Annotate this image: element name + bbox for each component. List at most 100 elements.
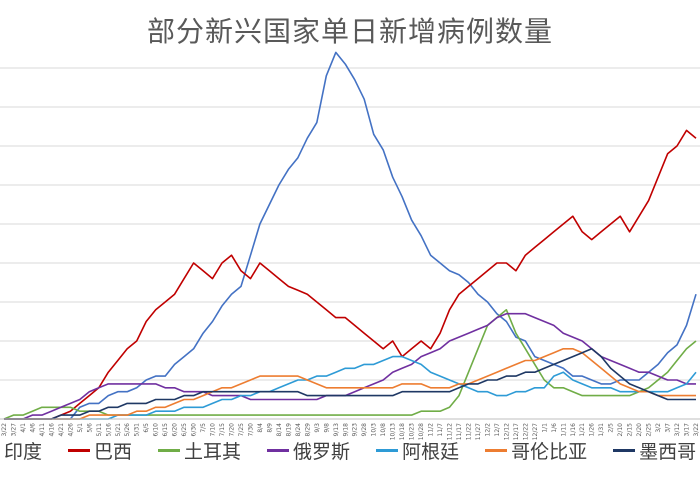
x-tick-label: 1/6 xyxy=(551,423,558,433)
x-tick-label: 12/2 xyxy=(484,423,491,437)
x-tick-label: 10/8 xyxy=(380,423,387,437)
x-tick-label: 7/30 xyxy=(247,423,254,437)
legend-swatch xyxy=(485,448,508,452)
x-tick-label: 10/28 xyxy=(418,423,425,440)
x-tick-label: 1/1 xyxy=(541,423,548,433)
x-tick-label: 4/26 xyxy=(67,423,74,437)
x-tick-label: 9/28 xyxy=(361,423,368,437)
x-tick-label: 4/21 xyxy=(58,423,65,437)
x-tick-label: 4/11 xyxy=(39,423,46,437)
chart-legend: 印度 巴西 土耳其 俄罗斯 阿根廷 哥伦比亚 墨西哥 xyxy=(0,436,700,464)
x-tick-label: 12/22 xyxy=(522,423,529,440)
legend-item: 巴西 xyxy=(68,437,132,464)
gridlines xyxy=(0,67,700,381)
x-tick-label: 6/15 xyxy=(162,423,169,437)
x-tick-label: 5/16 xyxy=(105,423,112,437)
x-tick-label: 3/2 xyxy=(655,423,662,433)
x-tick-label: 10/3 xyxy=(371,423,378,437)
x-tick-label: 7/5 xyxy=(200,423,207,433)
x-tick-label: 4/6 xyxy=(29,423,36,433)
legend-item: 俄罗斯 xyxy=(267,437,350,464)
x-tick-label: 6/30 xyxy=(191,423,198,437)
x-tick-label: 3/27 xyxy=(10,423,17,437)
x-tick-label: 9/3 xyxy=(314,423,321,433)
x-tick-label: 8/24 xyxy=(295,423,302,437)
x-tick-label: 6/25 xyxy=(181,423,188,437)
x-tick-label: 2/10 xyxy=(617,423,624,437)
legend-label: 哥伦比亚 xyxy=(511,440,588,463)
x-tick-label: 8/19 xyxy=(285,423,292,437)
x-tick-label: 5/11 xyxy=(96,423,103,437)
x-tick-label: 2/25 xyxy=(646,423,653,437)
legend-swatch xyxy=(267,448,290,452)
x-tick-label: 2/5 xyxy=(608,423,615,433)
x-tick-label: 11/27 xyxy=(475,423,482,440)
x-tick-label: 5/6 xyxy=(86,423,93,433)
x-tick-label: 7/10 xyxy=(210,423,217,437)
series-line-6 xyxy=(4,347,696,420)
x-tick-label: 7/15 xyxy=(219,423,226,437)
legend-label: 巴西 xyxy=(94,440,133,463)
x-tick-label: 11/2 xyxy=(428,423,435,437)
series-line-2 xyxy=(3,308,697,420)
x-tick-labels: 3/22 3/27 4/1 4/6 4/11 4/16 4/21 4/26 5/1 5/6 5/11… xyxy=(1,423,700,440)
x-tick-label: 12/7 xyxy=(494,423,501,437)
x-tick-label: 1/31 xyxy=(598,423,605,437)
x-tick-label: 11/22 xyxy=(465,423,472,440)
x-tick-label: 3/22 xyxy=(693,423,700,437)
x-tick-label: 10/23 xyxy=(409,423,416,440)
x-tick-label: 9/18 xyxy=(342,423,349,437)
x-tick-label: 10/18 xyxy=(399,423,406,440)
x-tick-label: 5/31 xyxy=(134,423,141,437)
x-tick-label: 3/7 xyxy=(665,423,672,433)
x-tick-label: 1/16 xyxy=(570,423,577,437)
series-line-5 xyxy=(4,347,696,420)
legend-item: 阿根廷 xyxy=(376,437,459,464)
legend-swatch xyxy=(68,448,91,452)
x-tick-label: 12/12 xyxy=(503,423,510,440)
x-tick-label: 6/20 xyxy=(172,423,179,437)
x-tick-label: 2/15 xyxy=(627,423,634,437)
legend-label: 印度 xyxy=(4,440,43,463)
legend-label: 阿根廷 xyxy=(402,440,460,463)
legend-swatch xyxy=(613,448,636,452)
x-tick-label: 4/16 xyxy=(48,423,55,437)
x-tick-label: 6/10 xyxy=(153,423,160,437)
x-tick-label: 5/21 xyxy=(115,423,122,437)
x-tick-label: 8/29 xyxy=(304,423,311,437)
legend-swatch xyxy=(158,448,181,452)
x-tick-label: 5/26 xyxy=(124,423,131,437)
x-tick-label: 7/25 xyxy=(238,423,245,437)
legend-label: 墨西哥 xyxy=(639,440,697,463)
x-tick-label: 8/14 xyxy=(276,423,283,437)
x-tick-label: 5/1 xyxy=(77,423,84,433)
x-tick-label: 9/23 xyxy=(352,423,359,437)
series-lines xyxy=(3,51,697,420)
x-tick-label: 9/8 xyxy=(323,423,330,433)
x-tick-label: 11/7 xyxy=(437,423,444,437)
x-tick-label: 1/21 xyxy=(579,423,586,437)
x-tick-label: 3/17 xyxy=(684,423,691,437)
x-tick-label: 2/20 xyxy=(636,423,643,437)
x-tick-label: 11/17 xyxy=(456,423,463,440)
x-tick-label: 3/22 xyxy=(1,423,8,437)
x-tick-label: 6/5 xyxy=(143,423,150,433)
legend-swatch xyxy=(376,448,399,452)
x-tick-label: 3/12 xyxy=(674,423,681,437)
series-line-3 xyxy=(4,312,696,420)
x-tick-label: 10/13 xyxy=(390,423,397,440)
legend-label: 土耳其 xyxy=(184,440,242,463)
x-tick-label: 9/13 xyxy=(333,423,340,437)
legend-item: 土耳其 xyxy=(158,437,241,464)
legend-item: 印度 xyxy=(0,437,42,464)
x-tick-label: 8/9 xyxy=(266,423,273,433)
x-tick-label: 1/11 xyxy=(560,423,567,437)
legend-item: 墨西哥 xyxy=(613,437,696,464)
legend-label: 俄罗斯 xyxy=(293,440,351,463)
chart-title: 部分新兴国家单日新增病例数量 xyxy=(146,15,553,48)
legend-item: 哥伦比亚 xyxy=(485,437,587,464)
x-tick-label: 12/17 xyxy=(513,423,520,440)
x-tick-label: 12/27 xyxy=(532,423,539,440)
